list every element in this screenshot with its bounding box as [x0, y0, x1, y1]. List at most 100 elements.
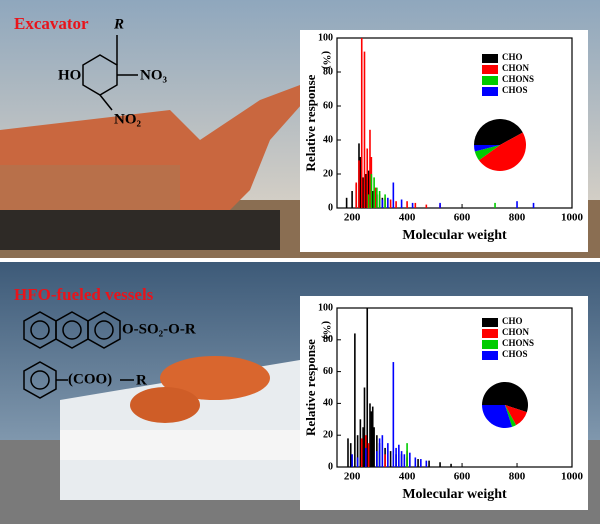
legend-label: CHOS	[502, 85, 528, 95]
chem-text: O-SO₂-O-R	[122, 321, 196, 337]
stick	[400, 451, 403, 467]
x-axis-label: Molecular weight	[402, 228, 507, 243]
stick	[371, 191, 374, 208]
y-tick-label: 40	[323, 134, 333, 145]
stick	[411, 202, 414, 208]
y-tick-label: 20	[323, 429, 333, 440]
legend-label: CHO	[502, 52, 523, 62]
y-tick-label: 0	[328, 202, 333, 213]
legend-swatch	[482, 87, 498, 96]
stick	[359, 157, 362, 208]
stick	[367, 443, 370, 467]
legend-swatch	[482, 329, 498, 338]
pie-slice	[482, 382, 528, 413]
panel-label: HFO-fueled vessels	[14, 285, 154, 304]
stick	[359, 419, 362, 467]
stick	[403, 454, 406, 467]
stick	[366, 308, 369, 467]
chem-text: R	[136, 372, 147, 388]
stick	[450, 463, 452, 467]
stick	[362, 427, 364, 467]
pie-slice	[478, 132, 526, 171]
x-tick-label: 200	[344, 471, 361, 483]
stick	[395, 447, 397, 467]
plot-frame	[336, 37, 573, 209]
stick	[425, 204, 428, 208]
pie-slice	[505, 405, 517, 427]
legend-swatch	[482, 54, 498, 63]
y-axis-label: Relative response	[303, 74, 318, 171]
stick	[371, 406, 374, 467]
chem-text: (COO)	[68, 371, 112, 387]
x-tick-label: 800	[509, 212, 526, 224]
stick	[406, 443, 408, 467]
stick	[414, 202, 417, 208]
stick	[358, 160, 360, 208]
legend-label: CHON	[502, 63, 530, 73]
stick	[351, 191, 353, 208]
stick	[376, 451, 378, 467]
stick	[494, 202, 496, 208]
stick	[516, 201, 518, 208]
stick	[439, 202, 441, 208]
chem-text: NO₂	[114, 111, 142, 127]
stick	[428, 460, 430, 467]
stick	[373, 427, 375, 467]
stick	[367, 194, 370, 208]
chem-text: R	[113, 16, 124, 32]
stick	[354, 333, 356, 467]
y-tick-label: 100	[318, 32, 333, 43]
stick	[398, 444, 400, 467]
legend-label: CHOS	[502, 349, 528, 359]
stick	[384, 194, 386, 208]
stick	[363, 387, 366, 467]
stick	[360, 38, 363, 208]
y-tick-label: 20	[323, 168, 333, 179]
legend-label: CHONS	[502, 74, 534, 84]
stick	[425, 460, 428, 467]
chem-text: HO	[58, 67, 81, 83]
stick	[351, 454, 353, 467]
legend-swatch	[482, 65, 498, 74]
stick	[370, 174, 373, 208]
stick	[355, 182, 358, 208]
stick	[532, 202, 535, 208]
y-tick-label: 80	[323, 334, 333, 345]
legend-label: CHONS	[502, 338, 534, 348]
x-tick-label: 400	[399, 212, 416, 224]
legend-swatch	[482, 340, 498, 349]
y-axis-label: Relative response	[303, 339, 318, 436]
stick	[345, 197, 348, 208]
stick	[366, 148, 369, 208]
stick	[360, 438, 363, 467]
legend-swatch	[482, 318, 498, 327]
stick	[420, 459, 422, 467]
y-tick-label: 100	[318, 302, 333, 313]
pie-slice	[505, 405, 527, 426]
y-tick-label: 60	[323, 366, 333, 377]
y-tick-label: 60	[323, 100, 333, 111]
pie-slice	[474, 119, 523, 145]
structure-top	[82, 35, 138, 111]
stick	[389, 199, 392, 208]
panel-label: Excavator	[14, 14, 89, 33]
pie-slice	[474, 145, 500, 152]
stick	[373, 177, 375, 208]
stick	[356, 435, 359, 467]
x-tick-label: 1000	[561, 212, 584, 224]
stick	[356, 457, 359, 467]
y-axis-unit: (%)	[320, 51, 332, 70]
stick	[378, 438, 381, 467]
stick	[392, 182, 395, 208]
y-tick-label: 80	[323, 66, 333, 77]
stick	[349, 443, 352, 467]
x-tick-label: 600	[454, 471, 471, 483]
y-tick-label: 40	[323, 398, 333, 409]
stick	[378, 191, 381, 208]
y-tick-label: 0	[328, 461, 333, 472]
stick	[409, 452, 411, 467]
stick	[365, 174, 367, 208]
x-tick-label: 600	[454, 212, 471, 224]
pie-slice	[474, 145, 500, 161]
